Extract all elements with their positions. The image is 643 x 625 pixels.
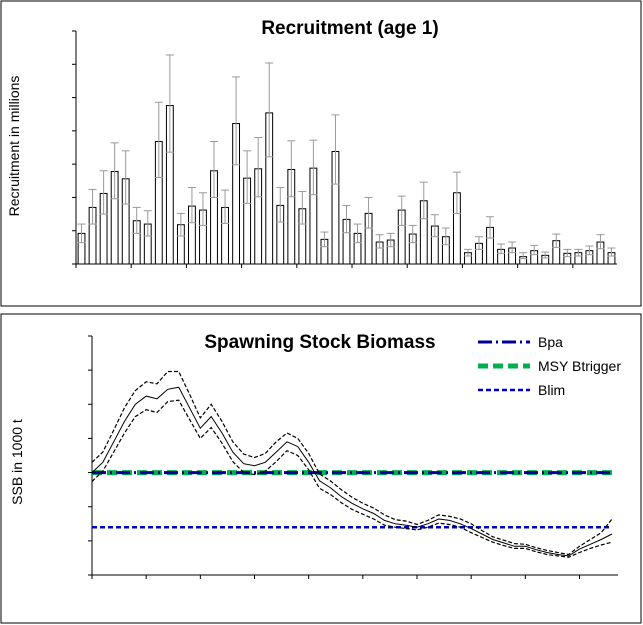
recruitment-panel-border	[0, 0, 642, 307]
ssb-upper-bound-line	[91, 370, 613, 556]
recruitment-chart: Recruitment (age 1) Recruitment in milli…	[0, 0, 642, 307]
legend-bpa-label: Bpa	[538, 334, 563, 350]
ssb-lower-bound-line	[91, 399, 613, 558]
legend-blim-label: Blim	[538, 382, 565, 398]
recruitment-title: Recruitment (age 1)	[261, 18, 438, 39]
recruitment-y-axis-label: Recruitment in millions	[6, 76, 22, 217]
ssb-legend: Bpa MSY Btrigger Blim	[478, 334, 621, 398]
ssb-estimate-line	[91, 386, 613, 557]
ssb-chart: Spawning Stock Biomass SSB in 1000 t Bpa…	[0, 313, 642, 624]
ssb-title: Spawning Stock Biomass	[204, 332, 435, 353]
legend-msy-btrigger-label: MSY Btrigger	[538, 358, 621, 374]
ssb-y-axis-label: SSB in 1000 t	[9, 419, 25, 505]
ssb-panel-border	[0, 313, 642, 624]
